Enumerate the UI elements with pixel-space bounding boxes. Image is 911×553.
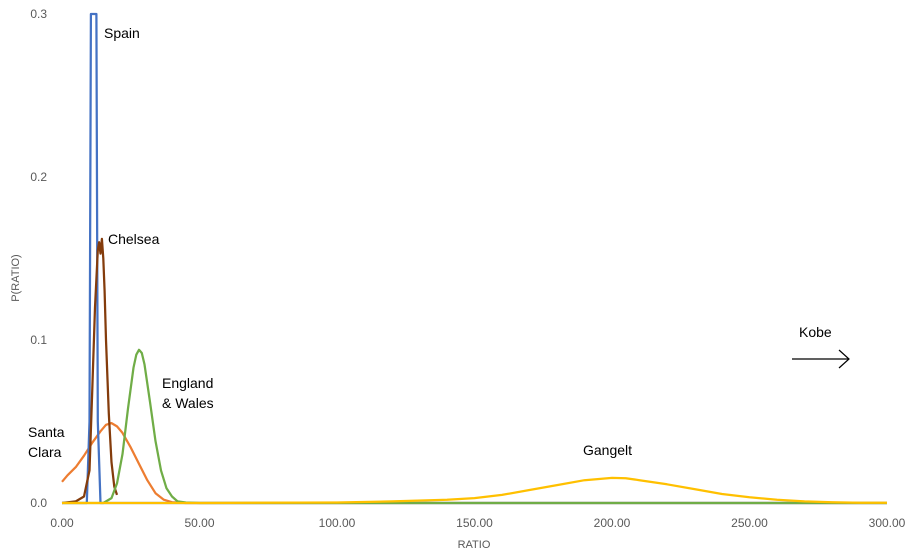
y-tick-label: 0.1 (30, 333, 47, 347)
series-label-santa-clara: Clara (28, 444, 62, 460)
x-tick-label: 300.00 (869, 516, 906, 530)
x-tick-label: 50.00 (184, 516, 214, 530)
series-label-spain: Spain (104, 25, 140, 41)
y-tick-label: 0.3 (30, 7, 47, 21)
y-tick-label: 0.0 (30, 496, 47, 510)
series-label-england-wales: England (162, 375, 213, 391)
x-axis-title: RATIO (458, 539, 491, 551)
x-tick-label: 100.00 (319, 516, 356, 530)
y-axis-title: P(RATIO) (10, 254, 22, 301)
series-label-england-wales: & Wales (162, 395, 214, 411)
series-label-santa-clara: Santa (28, 424, 65, 440)
y-tick-label: 0.2 (30, 170, 47, 184)
kobe-arrow-icon (792, 349, 850, 369)
x-tick-label: 200.00 (594, 516, 631, 530)
x-tick-label: 250.00 (731, 516, 768, 530)
kobe-label: Kobe (799, 324, 832, 340)
series-line-chelsea (61, 237, 119, 505)
x-tick-label: 0.00 (50, 516, 74, 530)
series-label-gangelt: Gangelt (583, 442, 632, 458)
x-tick-label: 150.00 (456, 516, 493, 530)
series-line-santa-clara (61, 421, 887, 505)
series-line-spain (62, 12, 887, 505)
series-line-england-wales (62, 348, 887, 505)
series-label-chelsea: Chelsea (108, 231, 160, 247)
series-line-gangelt (62, 476, 888, 505)
